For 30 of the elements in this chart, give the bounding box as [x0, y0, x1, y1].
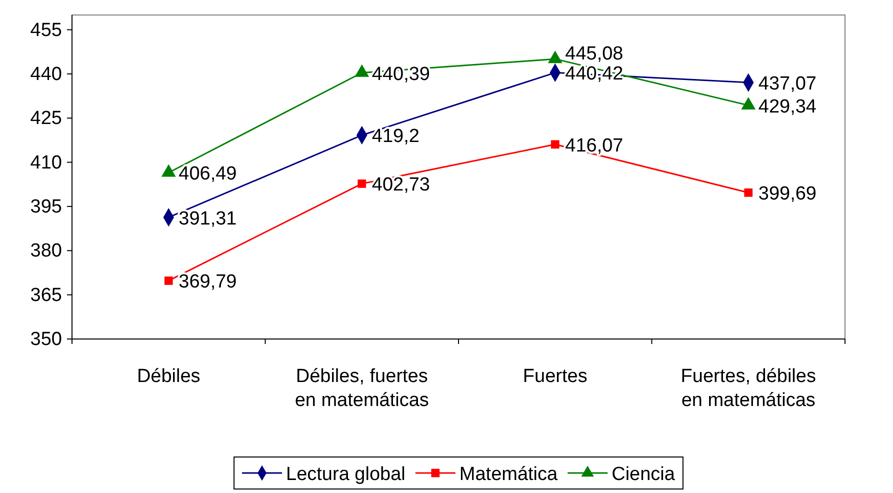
- point: [358, 180, 366, 188]
- y-tick-label: 455: [30, 20, 62, 41]
- y-tick-label: 395: [30, 196, 62, 218]
- data-label: 419,2: [372, 126, 420, 148]
- data-label: 369,79: [178, 272, 237, 293]
- data-label: 391,31: [178, 208, 237, 230]
- y-tick-label: 365: [30, 284, 62, 306]
- data-label: 406,49: [178, 164, 237, 185]
- x-tick-label: Débiles, fuertes en matemáticas: [294, 366, 429, 411]
- y-tick-label: 410: [30, 152, 62, 174]
- point: [548, 50, 562, 64]
- x-tick-label: Fuertes: [522, 366, 588, 387]
- legend-label: Lectura global: [286, 464, 406, 485]
- y-tick-label: 425: [30, 108, 62, 130]
- legend-label: Matemática: [459, 464, 558, 485]
- point: [744, 188, 753, 197]
- data-label: 416,07: [565, 135, 624, 156]
- data-label: 402,73: [372, 174, 430, 196]
- x-tick-label: Débiles: [136, 366, 200, 387]
- legend-label: Ciencia: [612, 464, 676, 485]
- point: [164, 276, 173, 285]
- y-tick-label: 440: [30, 64, 62, 85]
- data-label: 399,69: [758, 184, 816, 205]
- x-tick-label: Fuertes, débiles en matemáticas: [680, 366, 816, 411]
- y-tick-label: 350: [30, 329, 62, 350]
- data-label: 437,07: [758, 74, 816, 95]
- data-label: 429,34: [758, 96, 817, 118]
- y-tick-label: 380: [30, 240, 62, 262]
- data-label: 445,08: [565, 44, 624, 65]
- point: [550, 140, 560, 149]
